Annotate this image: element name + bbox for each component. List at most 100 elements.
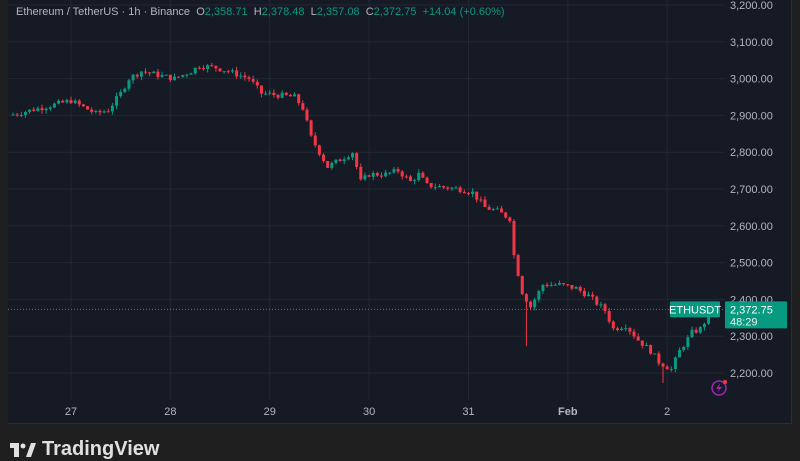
- candle-body: [649, 345, 653, 354]
- candle-body: [694, 329, 698, 333]
- candle-body: [665, 366, 669, 370]
- candle-body: [495, 208, 499, 210]
- candle-body: [611, 321, 615, 329]
- candle-body: [342, 159, 346, 162]
- candlestick-chart[interactable]: 2,200.002,300.002,400.002,500.002,600.00…: [8, 0, 791, 423]
- candle-body: [433, 187, 437, 189]
- candle-body: [450, 187, 454, 189]
- candle-body: [682, 346, 686, 350]
- candle-body: [98, 110, 102, 113]
- candle-body: [587, 294, 590, 297]
- time-tick-label: 29: [264, 406, 276, 418]
- candle-body: [338, 159, 342, 162]
- candle-body: [595, 296, 599, 305]
- candle-body: [582, 290, 586, 297]
- candle-body: [173, 76, 176, 81]
- bar-countdown: 48:29: [730, 316, 758, 328]
- candle-body: [317, 145, 321, 155]
- candle-body: [160, 74, 164, 77]
- candle-body: [603, 304, 607, 311]
- candle-body: [119, 91, 123, 97]
- candle-body: [504, 212, 508, 218]
- candle-body: [500, 208, 504, 213]
- lightning-icon[interactable]: [711, 380, 727, 396]
- candle-body: [322, 154, 326, 162]
- price-tick-label: 3,000.00: [730, 74, 773, 86]
- candle-body: [32, 109, 36, 112]
- candle-body: [156, 71, 160, 77]
- candle-body: [309, 120, 313, 136]
- candle-body: [388, 172, 392, 174]
- candle-body: [367, 175, 371, 177]
- candle-body: [466, 193, 470, 195]
- candle-body: [23, 111, 27, 115]
- time-tick-label: 27: [65, 406, 77, 418]
- candle-body: [475, 191, 479, 200]
- candle-body: [491, 209, 495, 211]
- candle-body: [69, 100, 73, 104]
- candle-body: [218, 68, 222, 72]
- candle-body: [384, 172, 388, 177]
- candle-body: [628, 328, 632, 332]
- candle-body: [673, 357, 677, 369]
- candle-body: [479, 199, 483, 201]
- candle-body: [284, 92, 288, 96]
- price-tick-label: 2,900.00: [730, 110, 773, 122]
- candle-body: [139, 71, 143, 77]
- low-label: L: [310, 6, 317, 18]
- candle-body: [599, 304, 603, 306]
- candle-body: [533, 299, 537, 308]
- chart-pane[interactable]: 2,200.00 2,300.00 2,400.00 2,500.00 2,600.00…: [8, 0, 792, 424]
- candle-body: [421, 172, 425, 178]
- candle-body: [11, 114, 15, 116]
- candle-body: [508, 217, 512, 222]
- candle-body: [471, 191, 475, 194]
- candle-body: [516, 255, 520, 277]
- open-value: 2,358.71: [204, 6, 248, 18]
- candle-body: [661, 363, 665, 367]
- candle-body: [707, 313, 711, 324]
- candle-body: [363, 175, 367, 180]
- candle-body: [110, 105, 114, 112]
- candle-body: [144, 71, 148, 73]
- candle-body: [636, 336, 640, 341]
- candle-body: [669, 368, 673, 370]
- candle-body: [653, 353, 657, 355]
- candle-body: [425, 177, 429, 184]
- candle-body: [77, 100, 81, 105]
- high-label: H: [253, 6, 262, 18]
- candle-body: [437, 186, 441, 188]
- candle-body: [222, 71, 226, 73]
- close-label: C: [365, 6, 374, 18]
- candle-body: [591, 294, 595, 297]
- candle-body: [86, 106, 90, 110]
- candle-body: [512, 221, 516, 256]
- candle-body: [148, 72, 152, 74]
- close-value: 2,372.75: [373, 6, 417, 18]
- candle-body: [123, 88, 127, 92]
- candle-body: [57, 100, 61, 104]
- candle-body: [698, 327, 702, 333]
- candle-body: [152, 71, 156, 74]
- candle-body: [408, 176, 412, 181]
- candle-body: [404, 176, 408, 178]
- last-price-tag: [725, 301, 787, 329]
- symbol-title[interactable]: Ethereum / TetherUS · 1h · Binance: [16, 6, 191, 18]
- candle-body: [73, 100, 77, 104]
- candle-body: [94, 110, 98, 112]
- candle-body: [19, 114, 23, 116]
- candle-body: [264, 93, 268, 95]
- price-tick-label: 2,500.00: [730, 258, 773, 270]
- symbol-tag-label: ETHUSDT: [669, 304, 721, 316]
- candle-body: [620, 328, 624, 331]
- candle-body: [272, 92, 276, 96]
- change-value: +14.04 (+0.60%): [422, 6, 505, 18]
- time-tick-label: 30: [363, 406, 375, 418]
- candle-body: [702, 323, 706, 328]
- candle-body: [487, 206, 491, 210]
- candle-body: [90, 109, 94, 112]
- candle-body: [115, 96, 119, 106]
- candle-body: [28, 109, 32, 112]
- candle-body: [235, 70, 239, 77]
- candle-body: [442, 186, 446, 188]
